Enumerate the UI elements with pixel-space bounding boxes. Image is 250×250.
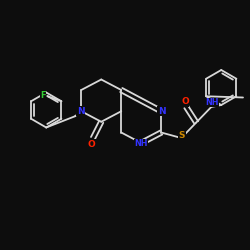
Text: F: F xyxy=(40,91,46,100)
Text: S: S xyxy=(179,131,185,140)
Text: NH: NH xyxy=(134,139,148,148)
Text: O: O xyxy=(181,97,189,106)
Text: N: N xyxy=(158,107,166,116)
Text: O: O xyxy=(88,140,96,149)
Text: NH: NH xyxy=(205,98,218,107)
Text: N: N xyxy=(77,107,84,116)
